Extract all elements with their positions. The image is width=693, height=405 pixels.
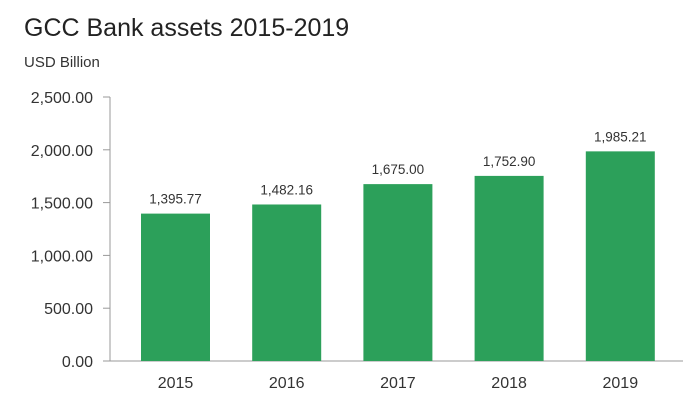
data-label-2017: 1,675.00 bbox=[372, 162, 425, 177]
data-label-2018: 1,752.90 bbox=[483, 154, 536, 169]
bar-2019 bbox=[585, 151, 655, 361]
bar-2017 bbox=[363, 184, 433, 361]
x-tick-label: 2017 bbox=[380, 375, 416, 392]
data-label-2015: 1,395.77 bbox=[149, 192, 202, 207]
data-label-2016: 1,482.16 bbox=[260, 182, 313, 197]
y-tick-label: 500.00 bbox=[44, 301, 93, 318]
data-label-2019: 1,985.21 bbox=[594, 129, 647, 144]
y-tick-label: 0.00 bbox=[62, 354, 93, 371]
y-tick-label: 2,500.00 bbox=[31, 90, 93, 107]
y-tick-label: 2,000.00 bbox=[31, 143, 93, 160]
bar-2015 bbox=[141, 213, 210, 361]
chart-subtitle: USD Billion bbox=[24, 54, 100, 71]
y-tick-label: 1,000.00 bbox=[31, 248, 93, 265]
x-tick-label: 2016 bbox=[269, 375, 305, 392]
x-tick-label: 2015 bbox=[158, 375, 194, 392]
chart-title: GCC Bank assets 2015-2019 bbox=[24, 14, 350, 42]
y-tick-label: 1,500.00 bbox=[31, 196, 93, 213]
bar-2016 bbox=[252, 204, 322, 361]
x-tick-label: 2018 bbox=[491, 375, 527, 392]
x-tick-label: 2019 bbox=[603, 375, 639, 392]
bar-2018 bbox=[474, 175, 544, 361]
